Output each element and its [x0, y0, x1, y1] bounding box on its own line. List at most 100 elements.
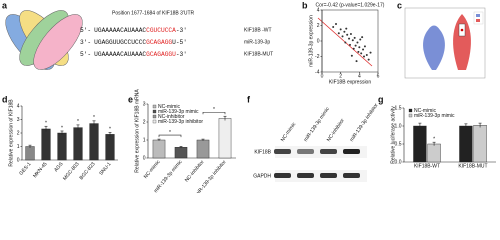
point: [355, 60, 358, 63]
legend: [473, 11, 484, 25]
legend-swatch: [408, 113, 413, 118]
x-tick-label: GES-1: [18, 161, 32, 177]
legend-swatch: [476, 14, 480, 17]
legend-label: NC-inhibitor: [158, 114, 185, 120]
lane-label: miR-139-3p inhibitor: [349, 102, 380, 143]
figure: a b c d e f g Position 1677-1684 of KIF1…: [2, 0, 496, 193]
y-tick-label: 0.0: [395, 159, 402, 165]
significance: *: [213, 107, 215, 113]
y-tick-label: 0.5: [395, 141, 402, 147]
bar: [152, 139, 166, 159]
panel-label: c: [397, 0, 402, 10]
y-tick-label: 1: [143, 137, 146, 143]
x-tick-label: 0: [321, 73, 324, 79]
strand-end: 5'-: [80, 27, 91, 34]
bar: [413, 125, 427, 163]
plot-frame: [404, 7, 486, 79]
point: [360, 52, 363, 55]
legend-label: miR-139-3p mimic: [158, 109, 199, 115]
legend-swatch: [152, 114, 157, 119]
sequence: U: [172, 39, 176, 46]
point: [362, 48, 365, 51]
point: [348, 37, 351, 40]
venn: [5, 10, 83, 70]
bar: [89, 123, 99, 161]
panel-label: g: [378, 94, 384, 104]
y-tick-label: 3: [143, 101, 146, 107]
point: [339, 28, 342, 31]
point: [353, 36, 356, 39]
point: [351, 39, 354, 42]
y-axis-label: Relative expression of KIF18B mRNA: [134, 89, 140, 173]
x-tick-label: BGC-823: [79, 161, 97, 181]
bar: [57, 132, 67, 161]
point: [359, 38, 362, 41]
bar: [174, 146, 188, 159]
point: [352, 47, 355, 50]
point: [354, 44, 357, 47]
bar: [41, 128, 51, 161]
median: [460, 28, 464, 32]
bar: [218, 118, 232, 159]
x-tick-label: 4: [358, 73, 361, 79]
x-tick-label: 2: [339, 73, 342, 79]
sequence-row: 5'- UGAAAAACAUAAACGCAGAGGU-3': [80, 51, 187, 58]
panel-label: d: [2, 94, 8, 104]
point: [367, 58, 370, 61]
point: [365, 53, 368, 56]
x-tick-label: KIF18B-MUT: [458, 163, 487, 169]
sequence-row: 5'- UGAAAAACAUAAACCGUCUCCA-3': [80, 27, 187, 34]
y-tick-label: 0: [17, 157, 20, 163]
y-tick-label: 1.0: [395, 123, 402, 129]
sequence-title: Position 1677-1684 of KIF18B 3'UTR: [112, 10, 195, 16]
y-axis-label: miR-139-3p expression: [308, 15, 314, 67]
point: [344, 41, 347, 44]
y-axis-label: Relative luciferase activity: [390, 106, 396, 164]
sequence-label: KIF18B -WT: [244, 27, 272, 33]
point: [363, 55, 365, 58]
strand-end: -5': [176, 39, 187, 46]
bar: [427, 143, 441, 163]
x-tick-label: KIF18B-WT: [414, 163, 440, 169]
panel-label: b: [302, 0, 308, 10]
x-tick-label: MGC-803: [62, 161, 81, 182]
point: [343, 30, 346, 33]
y-tick-label: 3: [17, 117, 20, 123]
bar: [473, 125, 487, 163]
band: [343, 173, 360, 178]
binding-site: GCAGAGG: [146, 39, 172, 46]
bar: [105, 134, 115, 161]
significance: *: [109, 127, 111, 133]
legend-label: NC-mimic: [414, 108, 436, 114]
band: [297, 149, 314, 154]
lane-label: NC-mimic: [280, 121, 298, 143]
legend-swatch: [152, 104, 157, 109]
legend-swatch: [476, 19, 480, 22]
legend-swatch: [408, 108, 413, 113]
panel-label: e: [128, 94, 133, 104]
x-tick-label: AGS: [53, 161, 65, 173]
legend-swatch: [152, 109, 157, 114]
y-tick-label: 1.5: [395, 105, 402, 111]
point: [346, 33, 349, 36]
sequence-label: miR-139-3p: [244, 39, 270, 45]
bar: [73, 127, 83, 161]
x-tick-label: 6: [377, 73, 380, 79]
point: [363, 45, 366, 48]
panel-label: a: [2, 0, 8, 10]
y-tick-label: -2: [315, 54, 320, 60]
y-axis-label: Relative expression of KIF18B: [8, 99, 14, 167]
bar: [25, 146, 35, 161]
significance: *: [77, 119, 79, 125]
significance: *: [169, 130, 171, 136]
x-tick-label: NC-mimic: [143, 159, 162, 180]
point: [350, 54, 353, 57]
lane-label: NC-inhibitor: [326, 118, 346, 143]
point: [335, 22, 337, 25]
x-tick-label: MKN-45: [32, 161, 49, 179]
y-tick-label: 4: [17, 103, 20, 109]
band: [274, 149, 291, 154]
point: [337, 32, 340, 35]
point: [356, 41, 359, 44]
significance: *: [61, 125, 63, 131]
